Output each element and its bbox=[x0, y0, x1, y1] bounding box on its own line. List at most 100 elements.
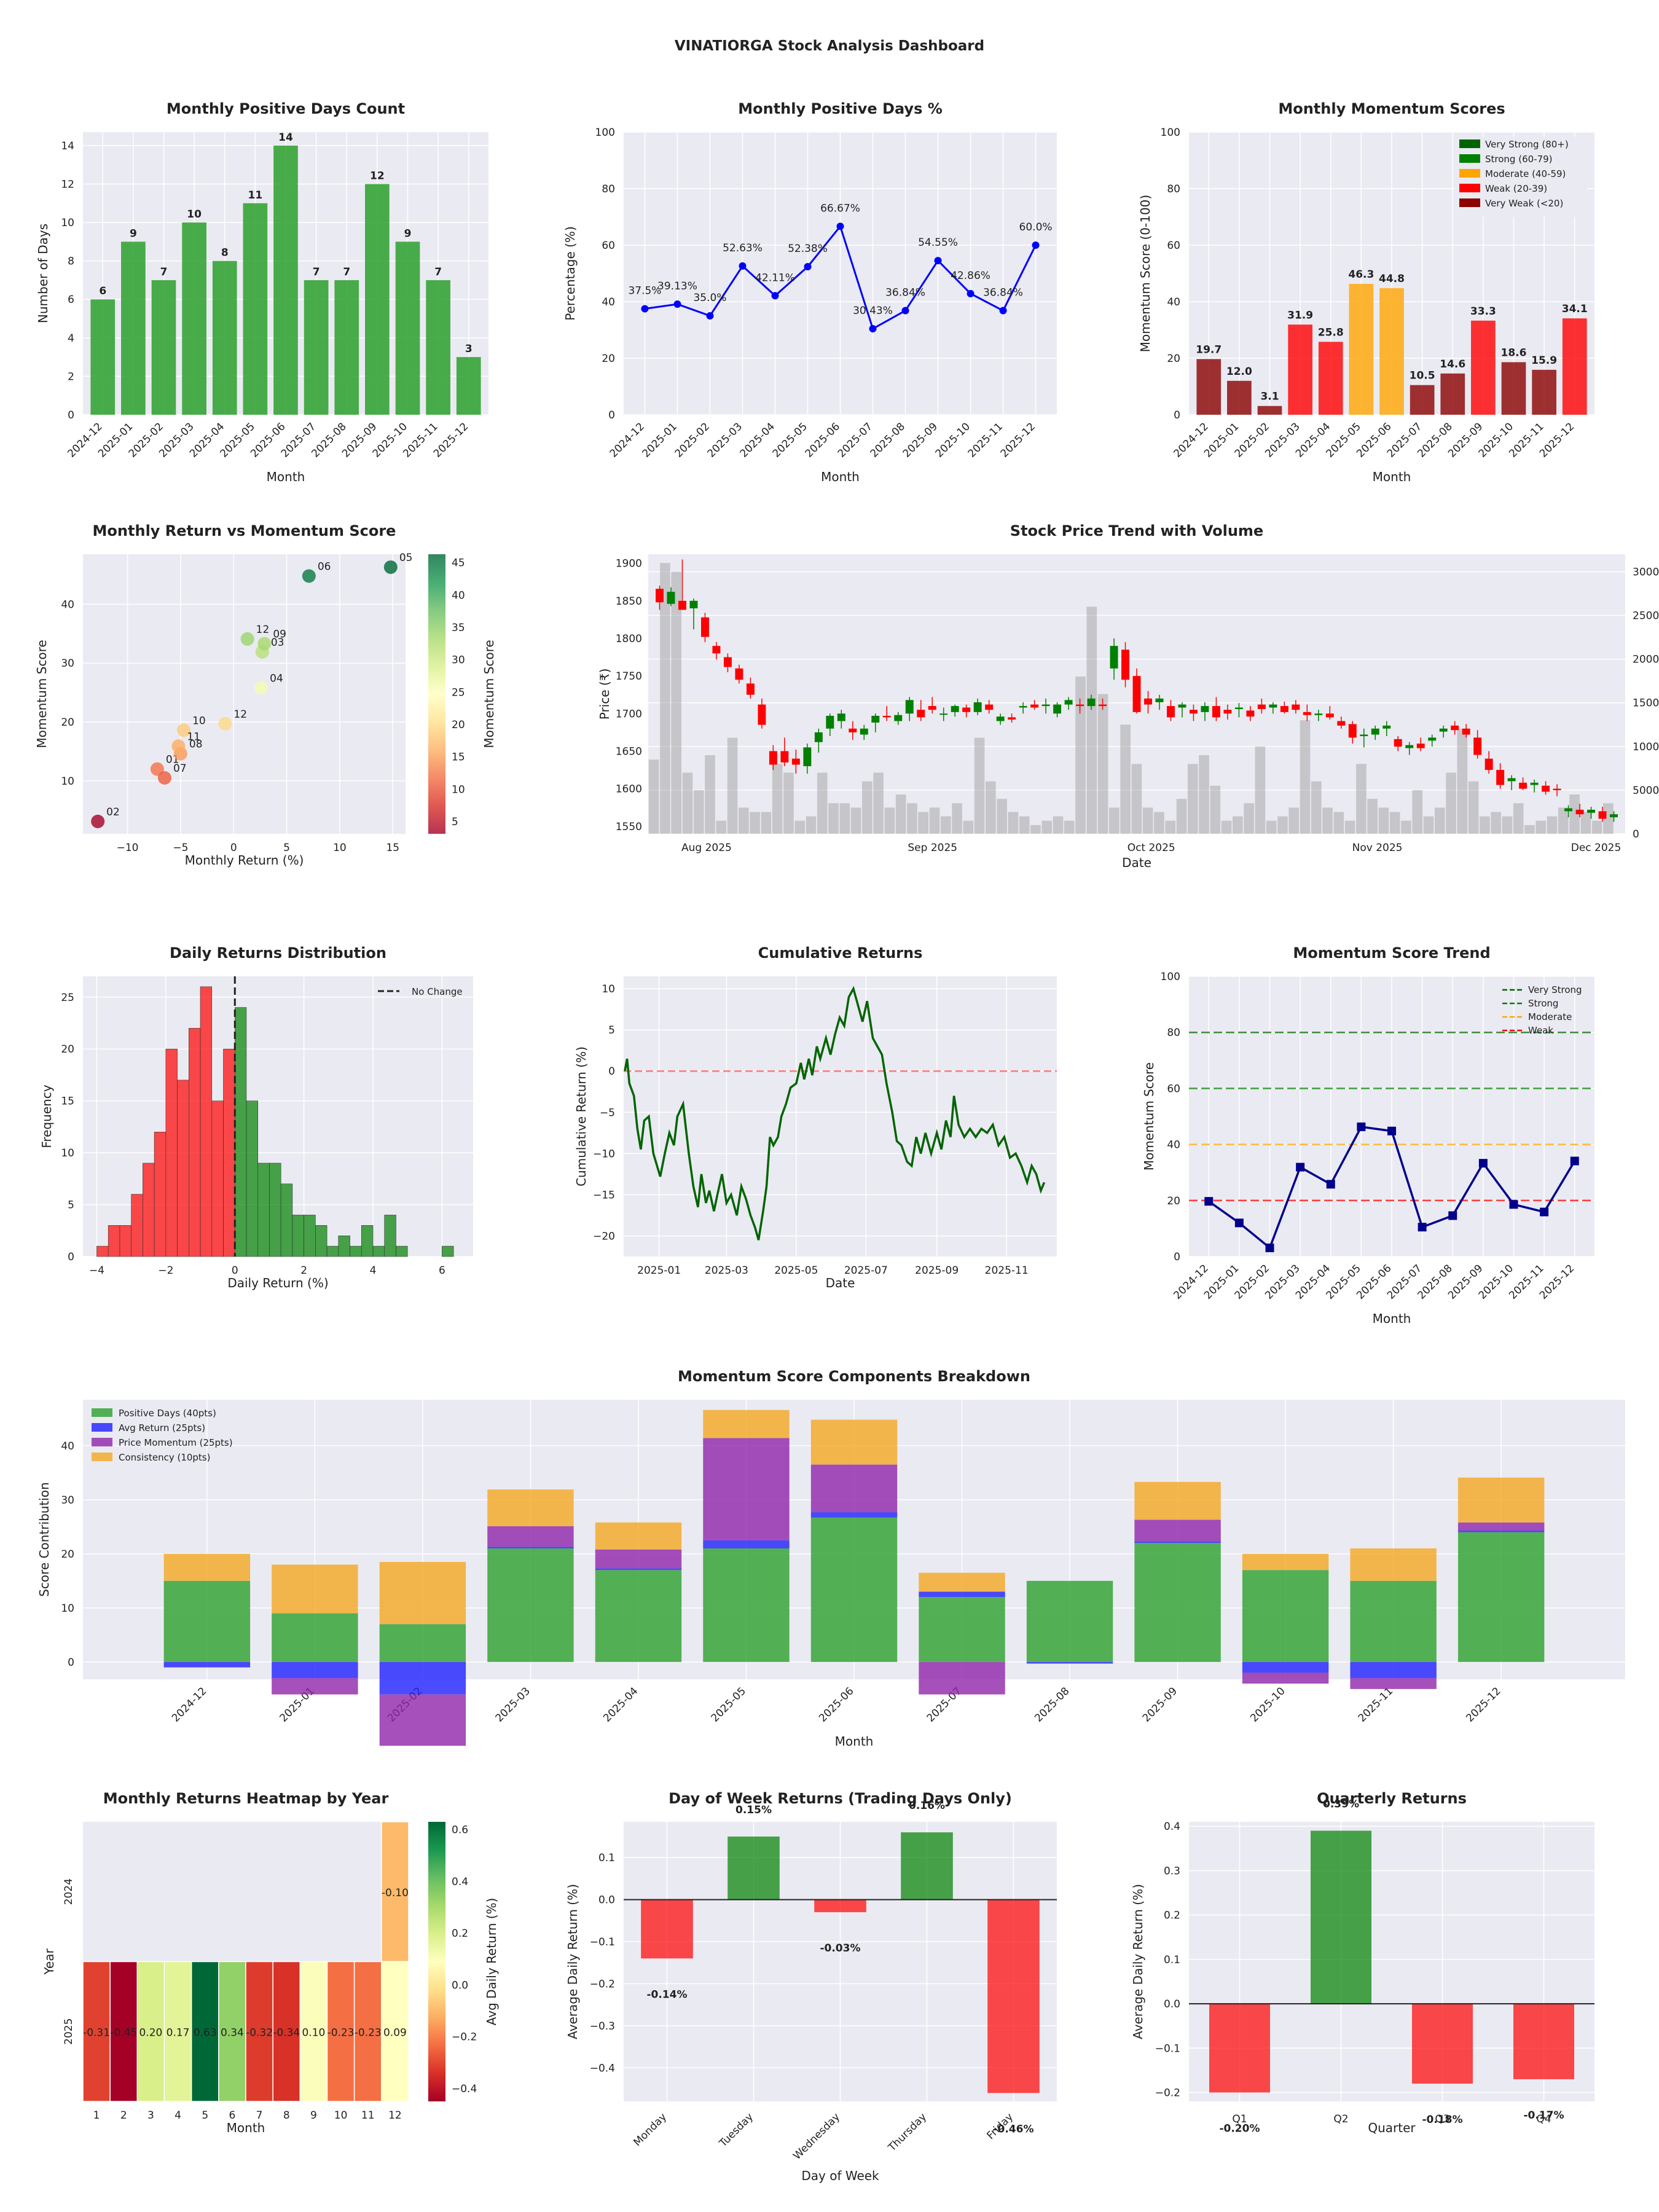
pos_count-ytick: 14 bbox=[61, 140, 74, 152]
pos_count-xlabel: Month bbox=[267, 469, 305, 484]
score-bar-2025-03 bbox=[1288, 324, 1312, 415]
heat-cell-label: -0.10 bbox=[382, 1887, 409, 1899]
volume-bar bbox=[1019, 816, 1030, 834]
bar-monday bbox=[641, 1899, 693, 1959]
candle-body bbox=[1451, 725, 1459, 731]
component-2025-01 bbox=[272, 1564, 358, 1614]
xtick: −10 bbox=[117, 842, 139, 854]
chart-dow-svg: Day of Week Returns (Trading Days Only) D… bbox=[565, 1790, 1057, 2183]
volume-bar bbox=[671, 571, 682, 834]
candle-body bbox=[1598, 811, 1607, 819]
volume-bar bbox=[828, 803, 839, 834]
xtick: 6 bbox=[439, 1265, 445, 1277]
bar-label-tuesday: 0.15% bbox=[735, 1804, 772, 1816]
scatter-label-02: 02 bbox=[106, 806, 120, 818]
components-xtick: 2025-03 bbox=[493, 1685, 533, 1724]
volume-bar bbox=[1513, 803, 1524, 834]
volume-bar bbox=[839, 803, 850, 834]
quarterly-ytick: 0.0 bbox=[1164, 1998, 1180, 2010]
heat-row-tick: 2024 bbox=[63, 1878, 75, 1905]
volume-bar bbox=[1086, 606, 1097, 834]
components-xtick: 2025-05 bbox=[709, 1685, 748, 1724]
candle-body bbox=[1473, 737, 1482, 755]
candle-body bbox=[882, 715, 891, 718]
volume-bar bbox=[1502, 816, 1513, 834]
candle-body bbox=[917, 710, 925, 718]
volume-bar bbox=[817, 772, 828, 834]
legend-label: Consistency (10pts) bbox=[119, 1452, 210, 1463]
quarterly-ytick: 0.2 bbox=[1164, 1910, 1180, 1922]
scatter-point-07 bbox=[157, 771, 171, 785]
candle-body bbox=[712, 646, 721, 654]
candle-body bbox=[1212, 706, 1220, 718]
xtick: 2025-01 bbox=[637, 1265, 681, 1277]
pct-point-2025-08 bbox=[901, 307, 909, 315]
pos_pct-ytick: 100 bbox=[595, 127, 615, 139]
bar-label-wednesday: -0.03% bbox=[820, 1942, 860, 1955]
ytick: 40 bbox=[61, 598, 74, 611]
score-bar-2025-09 bbox=[1471, 320, 1496, 415]
candle-body bbox=[1439, 728, 1448, 732]
bar-label-q2: 0.39% bbox=[1323, 1798, 1359, 1810]
component-2025-11 bbox=[1350, 1678, 1437, 1689]
volume-tick: 10000 bbox=[1633, 741, 1659, 753]
candle-body bbox=[1575, 809, 1584, 815]
bar-label-q1: -0.20% bbox=[1219, 2123, 1260, 2135]
trend-point-2025-02 bbox=[1265, 1243, 1274, 1252]
bar-2024-12 bbox=[90, 299, 116, 415]
price-tick: 1850 bbox=[616, 595, 642, 608]
legend-swatch bbox=[92, 1438, 112, 1446]
component-2025-05 bbox=[703, 1540, 790, 1549]
chart-quarterly-svg: Quarterly Returns Quarter Average Daily Re… bbox=[1131, 1790, 1594, 2135]
scatter-point-01 bbox=[150, 762, 164, 776]
component-2025-04 bbox=[595, 1568, 682, 1571]
quarterly-xtick: Q1 bbox=[1232, 2113, 1247, 2125]
heat-col-tick: 10 bbox=[334, 2109, 348, 2122]
volume-bar bbox=[1109, 807, 1120, 834]
colorbar-tick: 0.2 bbox=[452, 1928, 468, 1940]
pos_pct-xtick: 2025-08 bbox=[868, 420, 908, 460]
ytick: 15 bbox=[61, 1096, 74, 1108]
mom_scores-ylabel: Momentum Score (0-100) bbox=[1138, 195, 1153, 352]
heat-cell-label: 0.34 bbox=[221, 2026, 244, 2039]
mom_trend-ytick: 60 bbox=[1167, 1083, 1180, 1095]
mom_scores-ytick: 60 bbox=[1167, 240, 1180, 252]
pos_count-title: Monthly Positive Days Count bbox=[167, 100, 405, 117]
candle-body bbox=[1325, 713, 1334, 718]
pos_count-ytick: 8 bbox=[68, 256, 74, 268]
dow-ytick: 0.1 bbox=[598, 1852, 615, 1864]
price-tick: 1600 bbox=[616, 783, 642, 796]
heat-col-tick: 11 bbox=[361, 2109, 375, 2122]
volume-bar bbox=[1457, 729, 1468, 834]
candle-body bbox=[894, 715, 903, 721]
chart-price-trend-volume: Stock Price Trend with Volume Date Price (… bbox=[597, 522, 1659, 870]
scatter-label-06: 06 bbox=[318, 560, 331, 573]
cum_ret-plot-area bbox=[624, 976, 1057, 1257]
volume-bar bbox=[1165, 820, 1176, 834]
pct-point-2025-02 bbox=[706, 312, 714, 320]
volume-bar bbox=[929, 807, 940, 834]
mom_scores-ytick: 20 bbox=[1167, 353, 1180, 365]
candle-body bbox=[769, 751, 777, 765]
bar-label-2025-12: 3 bbox=[465, 343, 473, 355]
pos_pct-xtick: 2025-11 bbox=[966, 420, 1005, 460]
pos_pct-ytick: 0 bbox=[608, 409, 615, 422]
hist-bin bbox=[223, 1048, 235, 1257]
candle-body bbox=[1234, 707, 1243, 709]
ytick: 10 bbox=[602, 983, 615, 995]
hist-bin bbox=[119, 1225, 131, 1257]
trend-point-2025-03 bbox=[1296, 1163, 1305, 1172]
legend-label: Strong bbox=[1528, 998, 1558, 1009]
score-label-2024-12: 19.7 bbox=[1196, 343, 1222, 356]
volume-bar bbox=[884, 807, 895, 834]
legend-label: Moderate bbox=[1528, 1011, 1572, 1022]
trend-point-2025-09 bbox=[1478, 1159, 1488, 1168]
bar-tuesday bbox=[728, 1836, 780, 1900]
hist-bin bbox=[131, 1194, 143, 1257]
dow-ylabel: Average Daily Return (%) bbox=[565, 1884, 580, 2039]
heat-cell bbox=[381, 1821, 409, 1963]
date-tick: Oct 2025 bbox=[1128, 842, 1175, 854]
chart-monthly-returns-heatmap: Monthly Returns Heatmap by Year Month Year… bbox=[42, 1790, 499, 2135]
legend-swatch bbox=[1459, 139, 1480, 148]
candle-body bbox=[1292, 704, 1300, 710]
